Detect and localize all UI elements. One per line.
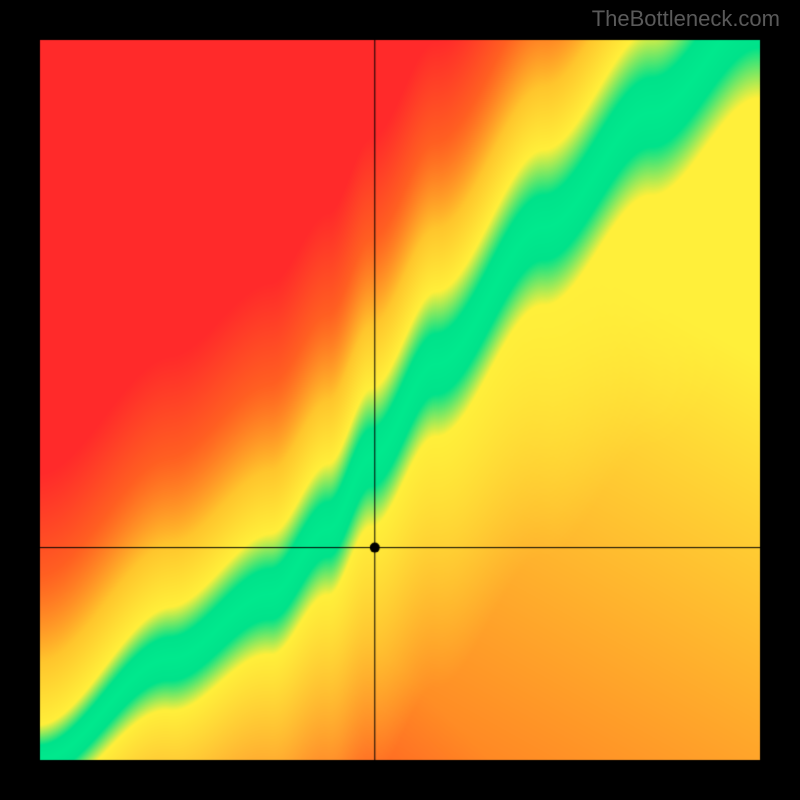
- chart-wrapper: TheBottleneck.com: [0, 0, 800, 800]
- watermark-text: TheBottleneck.com: [592, 6, 780, 32]
- bottleneck-heatmap-canvas: [0, 0, 800, 800]
